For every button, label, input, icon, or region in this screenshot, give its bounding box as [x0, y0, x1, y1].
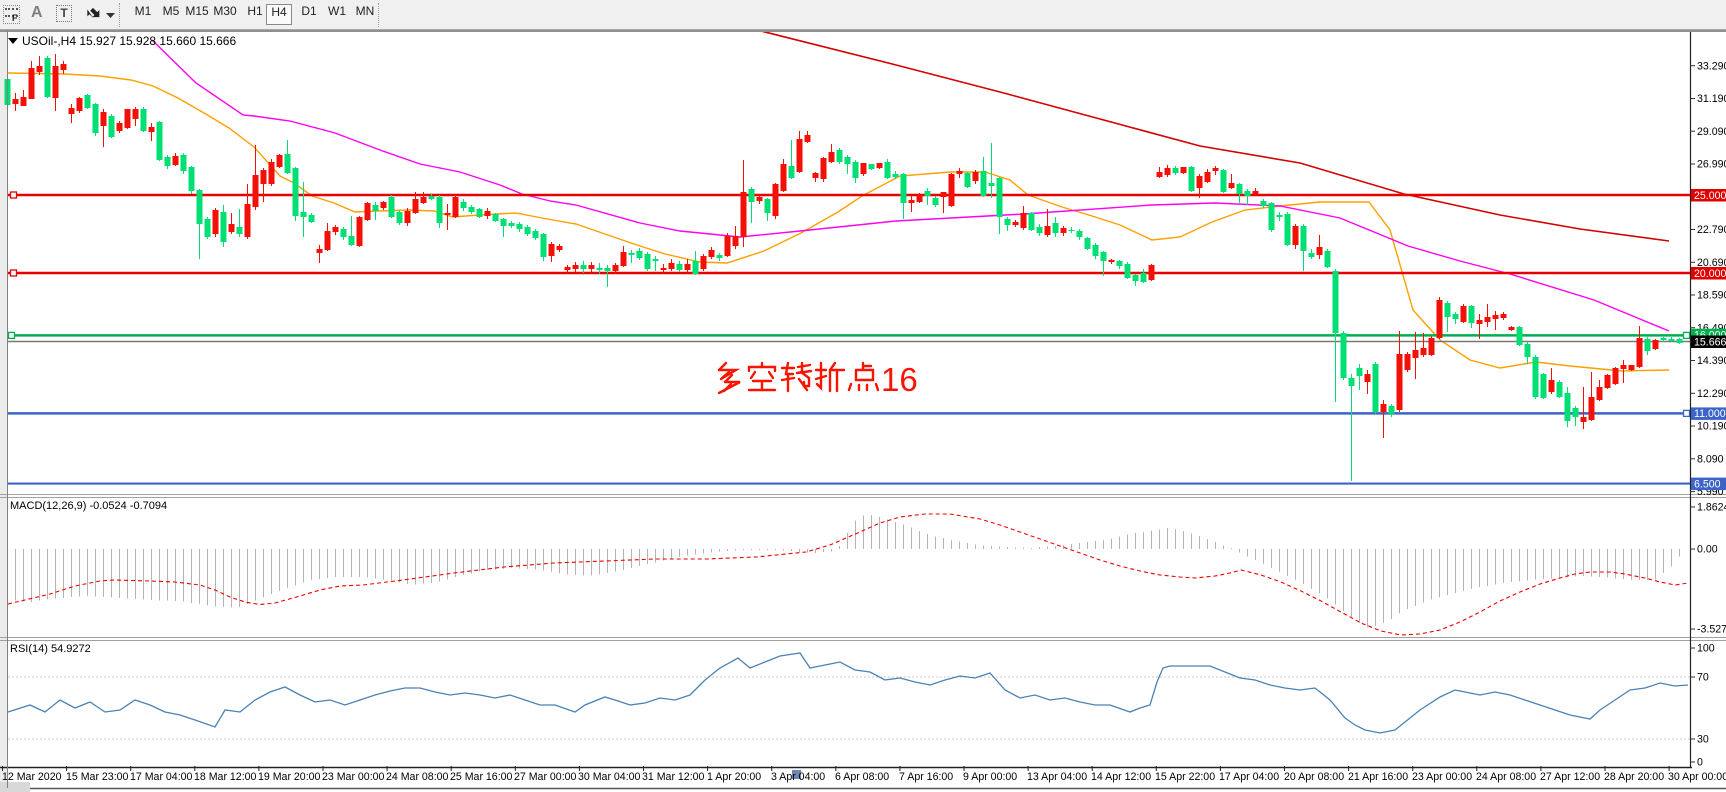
svg-text:0.00: 0.00	[1697, 544, 1718, 556]
svg-text:11.000: 11.000	[1694, 408, 1726, 420]
svg-text:12.290: 12.290	[1697, 388, 1726, 400]
svg-text:3 Apr 04:00: 3 Apr 04:00	[771, 771, 825, 783]
svg-text:20.000: 20.000	[1694, 268, 1726, 280]
svg-text:70: 70	[1697, 672, 1709, 684]
svg-text:20.690: 20.690	[1697, 257, 1726, 269]
svg-text:30: 30	[1697, 734, 1709, 746]
svg-text:15.666: 15.666	[1694, 336, 1726, 348]
svg-text:25 Mar 16:00: 25 Mar 16:00	[450, 771, 513, 783]
svg-text:1 Apr 20:00: 1 Apr 20:00	[707, 771, 761, 783]
svg-text:23 Mar 00:00: 23 Mar 00:00	[322, 771, 385, 783]
svg-text:6 Apr 08:00: 6 Apr 08:00	[835, 771, 889, 783]
svg-text:26.990: 26.990	[1697, 159, 1726, 171]
svg-text:13 Apr 04:00: 13 Apr 04:00	[1027, 771, 1087, 783]
svg-text:14 Apr 12:00: 14 Apr 12:00	[1091, 771, 1151, 783]
svg-text:0: 0	[1697, 757, 1703, 769]
svg-text:29.090: 29.090	[1697, 126, 1726, 138]
svg-text:22.790: 22.790	[1697, 224, 1726, 236]
svg-text:31 Mar 12:00: 31 Mar 12:00	[642, 771, 705, 783]
svg-text:24 Apr 08:00: 24 Apr 08:00	[1476, 771, 1536, 783]
svg-text:27 Mar 00:00: 27 Mar 00:00	[514, 771, 577, 783]
svg-text:23 Apr 00:00: 23 Apr 00:00	[1412, 771, 1472, 783]
svg-text:MACD(12,26,9) -0.0524 -0.7094: MACD(12,26,9) -0.0524 -0.7094	[10, 500, 167, 512]
svg-text:12 Mar 2020: 12 Mar 2020	[2, 771, 62, 783]
svg-text:1.8624: 1.8624	[1697, 502, 1726, 514]
svg-text:100: 100	[1697, 643, 1715, 655]
svg-text:6.500: 6.500	[1694, 478, 1721, 490]
svg-text:30 Mar 04:00: 30 Mar 04:00	[578, 771, 641, 783]
svg-text:21 Apr 16:00: 21 Apr 16:00	[1348, 771, 1408, 783]
svg-text:28 Apr 20:00: 28 Apr 20:00	[1604, 771, 1664, 783]
svg-text:33.290: 33.290	[1697, 60, 1726, 72]
svg-text:18.590: 18.590	[1697, 290, 1726, 302]
svg-text:15 Apr 22:00: 15 Apr 22:00	[1155, 771, 1215, 783]
svg-text:18 Mar 12:00: 18 Mar 12:00	[194, 771, 257, 783]
svg-text:25.000: 25.000	[1694, 190, 1726, 202]
svg-text:USOil-,H4 15.927 15.928 15.66: USOil-,H4 15.927 15.928 15.660 15.666	[22, 34, 236, 48]
svg-text:15 Mar 23:00: 15 Mar 23:00	[66, 771, 129, 783]
svg-text:17 Mar 04:00: 17 Mar 04:00	[130, 771, 193, 783]
svg-text:24 Mar 08:00: 24 Mar 08:00	[386, 771, 449, 783]
svg-text:9 Apr 00:00: 9 Apr 00:00	[963, 771, 1017, 783]
svg-text:31.190: 31.190	[1697, 93, 1726, 105]
svg-text:RSI(14) 54.9272: RSI(14) 54.9272	[10, 643, 91, 655]
svg-text:8.090: 8.090	[1697, 453, 1724, 465]
svg-text:7 Apr 16:00: 7 Apr 16:00	[899, 771, 953, 783]
svg-text:14.390: 14.390	[1697, 355, 1726, 367]
svg-text:27 Apr 12:00: 27 Apr 12:00	[1540, 771, 1600, 783]
svg-text:-3.5273: -3.5273	[1697, 624, 1726, 636]
svg-text:17 Apr 04:00: 17 Apr 04:00	[1219, 771, 1279, 783]
svg-text:16: 16	[881, 361, 918, 398]
svg-text:20 Apr 08:00: 20 Apr 08:00	[1284, 771, 1344, 783]
svg-text:19 Mar 20:00: 19 Mar 20:00	[258, 771, 321, 783]
svg-text:30 Apr 00:00: 30 Apr 00:00	[1668, 771, 1726, 783]
svg-text:10.190: 10.190	[1697, 421, 1726, 433]
